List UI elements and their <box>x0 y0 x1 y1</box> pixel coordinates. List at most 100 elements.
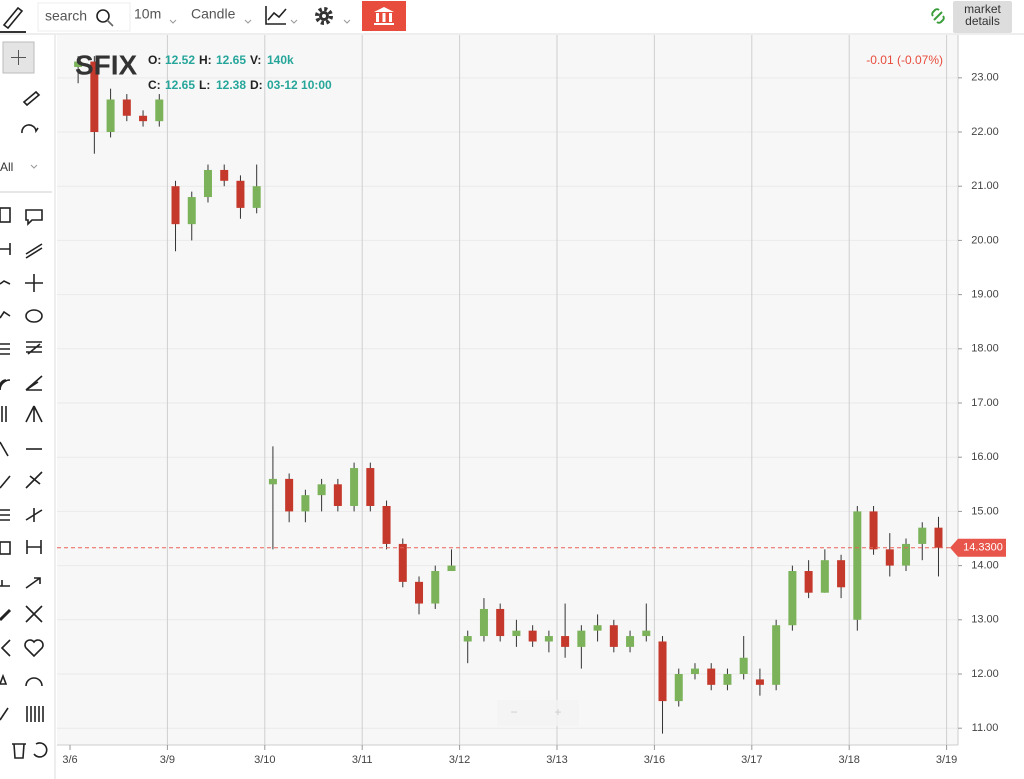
ohlc-value: 12.65 <box>165 78 195 92</box>
market-details-button[interactable] <box>953 1 1012 33</box>
y-tick-label: 15.00 <box>971 505 999 517</box>
candle-body <box>463 636 472 642</box>
candle-body <box>707 668 716 685</box>
y-tick-label: 18.00 <box>971 343 999 355</box>
broker-button[interactable] <box>362 1 406 31</box>
candle-body <box>788 571 797 626</box>
candle-body <box>755 679 764 685</box>
y-tick-label: 17.00 <box>971 397 999 409</box>
candle-body <box>431 571 440 604</box>
ohlc-key: H: <box>199 53 212 67</box>
candle-body <box>106 99 115 133</box>
candle-body <box>333 484 342 506</box>
indicator-button[interactable] <box>265 6 287 25</box>
candle-body <box>350 468 359 506</box>
x-tick-label: 3/12 <box>449 754 470 766</box>
y-tick-label: 22.00 <box>971 126 999 138</box>
ohlc-key: D: <box>250 78 263 92</box>
candle-body <box>139 115 148 122</box>
ohlc-value: 03-12 10:00 <box>267 78 332 92</box>
candle-body <box>317 484 326 496</box>
candle-body <box>577 630 586 647</box>
interval-select[interactable]: 10m <box>134 6 161 22</box>
candle-body <box>544 636 553 642</box>
candle-body <box>642 630 651 637</box>
crosshair-icon <box>11 50 26 65</box>
x-tick-label: 3/19 <box>936 754 957 766</box>
filter-caret <box>30 164 38 169</box>
candle-body <box>674 674 683 702</box>
candle-body <box>869 511 878 550</box>
candle-body <box>74 61 83 67</box>
zoom-out[interactable]: − <box>510 705 517 719</box>
x-tick-label: 3/10 <box>254 754 275 766</box>
candle-body <box>268 478 277 485</box>
candle-body <box>902 543 911 566</box>
candle-body <box>285 478 294 512</box>
ohlc-value: 12.52 <box>165 53 195 67</box>
tool-filter[interactable]: All <box>0 160 13 174</box>
candle-body <box>690 668 699 674</box>
last-price-tag <box>950 538 1006 557</box>
candle-body <box>447 565 456 572</box>
candle-body <box>90 61 99 133</box>
candle-body <box>236 180 245 208</box>
candle-body <box>723 674 732 685</box>
y-tick-label: 20.00 <box>971 234 999 246</box>
x-tick-label: 3/11 <box>352 754 373 766</box>
ohlc-key: V: <box>250 53 261 67</box>
candle-body <box>496 608 505 637</box>
candle-body <box>512 630 521 637</box>
symbol-title: SFIX <box>75 49 138 80</box>
market-details-line: details <box>965 14 1000 28</box>
y-tick-label: 21.00 <box>971 180 999 192</box>
candle-body <box>366 468 375 506</box>
x-tick-label: 3/13 <box>546 754 567 766</box>
search-icon <box>96 9 114 27</box>
candle-body <box>837 560 846 588</box>
candle-body <box>885 549 894 566</box>
settings-button[interactable] <box>315 7 333 25</box>
y-tick-label: 13.00 <box>971 614 999 626</box>
last-price-label: 14.3300 <box>963 542 1003 554</box>
x-tick-label: 3/18 <box>838 754 859 766</box>
tool-icons <box>0 90 48 759</box>
interval-caret <box>169 19 177 24</box>
candle-body <box>804 571 813 593</box>
x-tick-label: 3/17 <box>741 754 762 766</box>
candle-body <box>415 581 424 604</box>
ohlc-value: 140k <box>267 53 294 67</box>
zoom-panel <box>497 700 579 726</box>
x-tick-label: 3/9 <box>160 754 175 766</box>
y-tick-label: 23.00 <box>971 72 999 84</box>
x-tick-label: 3/16 <box>644 754 665 766</box>
link-icon[interactable] <box>931 8 945 24</box>
candle-body <box>739 657 748 674</box>
plot-layer: 11.00 12.00 13.00 14.00 15.00 16.00 17.00 18.00… <box>57 35 1006 766</box>
settings-caret <box>343 19 351 24</box>
y-tick-label: 19.00 <box>971 289 999 301</box>
candle-body <box>934 527 943 548</box>
search-placeholder: search <box>45 8 87 24</box>
y-tick-label: 12.00 <box>971 668 999 680</box>
candle-body <box>528 630 537 642</box>
candle-body <box>593 625 602 631</box>
plot-area <box>57 35 958 745</box>
search-box[interactable] <box>37 2 131 32</box>
candle-body <box>301 495 310 512</box>
candle-body <box>398 543 407 582</box>
zoom-in[interactable]: + <box>554 705 561 719</box>
candle-body <box>626 636 635 647</box>
candle-body <box>820 560 829 593</box>
candle-body <box>122 99 131 116</box>
candle-body <box>918 527 927 544</box>
draw-button[interactable] <box>0 6 26 33</box>
y-tick-label: 11.00 <box>972 722 999 734</box>
date-axis-area <box>57 745 958 779</box>
candle-body <box>203 169 212 198</box>
ohlc-key: C: <box>148 78 161 92</box>
candle-body <box>479 608 488 637</box>
candle-body <box>220 169 229 181</box>
chart-style-select[interactable]: Candle <box>191 6 236 22</box>
